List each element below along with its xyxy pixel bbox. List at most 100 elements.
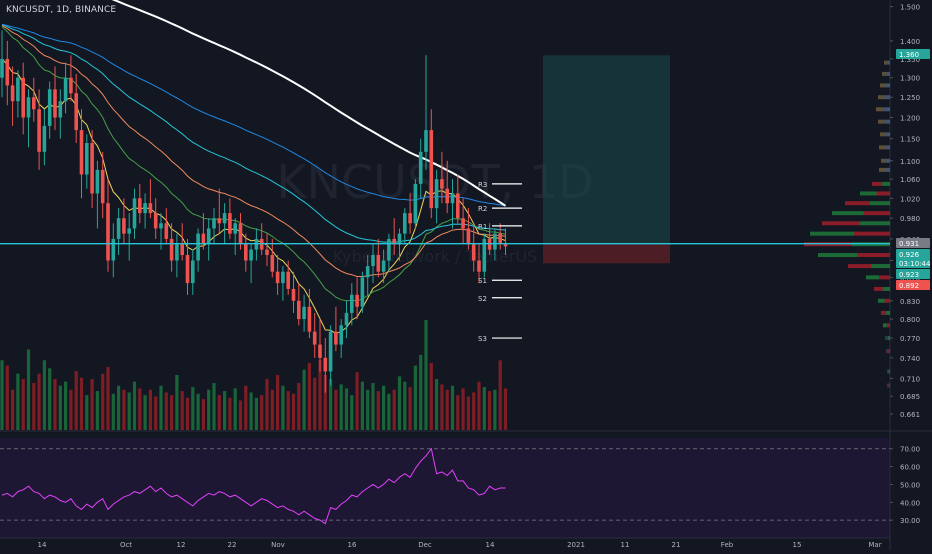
time-tick-label: 15 [793, 541, 802, 549]
volume-profile-bar [832, 211, 864, 216]
volume-bar [297, 383, 301, 430]
volume-bar [170, 395, 174, 430]
volume-profile-bar [876, 107, 884, 112]
volume-profile-bar [860, 191, 877, 196]
pivot-label: R1 [478, 223, 487, 231]
volume-bar [5, 365, 9, 430]
price-tick-label: 1.250 [900, 94, 920, 102]
candle-body [26, 97, 31, 118]
volume-profile-bar [872, 181, 882, 186]
candle-body [111, 238, 116, 261]
time-tick-label: Feb [721, 541, 734, 549]
volume-bar [37, 373, 41, 430]
volume-profile-bar [871, 264, 890, 269]
volume-profile-bar [885, 158, 890, 163]
candle-body [122, 218, 126, 234]
pivot-label: R2 [478, 205, 487, 213]
candle-body [175, 244, 179, 261]
volume-bar [159, 385, 163, 430]
volume-profile-bar [884, 95, 890, 100]
candle-body [106, 203, 110, 261]
candle-body [350, 294, 354, 313]
rsi-pane-background [0, 438, 890, 538]
volume-bar [488, 391, 492, 430]
candle-body [85, 143, 89, 175]
volume-bar [440, 384, 444, 430]
candle-body [249, 249, 253, 261]
volume-bar [498, 360, 502, 430]
candle-body [10, 85, 15, 102]
candle-body [42, 125, 47, 152]
candle-body [127, 228, 131, 234]
price-badge-label: 1.360 [899, 51, 919, 59]
candle-body [503, 244, 508, 247]
price-badge-label: 03:10:44 [899, 260, 931, 268]
candle-body [450, 193, 455, 204]
volume-bar [397, 376, 402, 430]
volume-profile-bar [863, 211, 890, 216]
candle-body [360, 277, 365, 307]
candle-body [466, 228, 471, 245]
price-badge [896, 238, 930, 248]
volume-bar [334, 389, 338, 430]
candle-body [95, 169, 100, 194]
volume-bar [344, 388, 349, 430]
time-tick-label: 12 [177, 541, 186, 549]
volume-bar [122, 389, 126, 430]
candle-body [206, 228, 211, 245]
volume-profile-bar [885, 132, 890, 137]
price-tick-label: 1.060 [900, 176, 920, 184]
candle-body [132, 198, 137, 229]
volume-profile-bar [881, 181, 890, 186]
candle-body [238, 223, 243, 245]
volume-bar [376, 391, 380, 430]
pivot-label: S2 [478, 295, 487, 303]
candle-body [424, 130, 428, 152]
volume-bar [64, 381, 68, 430]
volume-profile-bar [883, 323, 887, 328]
candle-body [100, 169, 105, 204]
price-badge [896, 280, 930, 290]
candle-body [153, 213, 158, 229]
volume-profile-bar [882, 71, 887, 76]
pivot-label: S1 [478, 277, 487, 285]
candle-body [286, 271, 290, 289]
candle-body [355, 294, 359, 307]
candle-body [5, 58, 10, 86]
candle-body [212, 218, 216, 229]
ema-line-orange [1, 24, 506, 277]
candle-body [482, 238, 487, 272]
time-tick-label: Oct [120, 541, 132, 549]
candle-body [222, 213, 227, 224]
volume-profile-bar [881, 310, 886, 315]
volume-bar [450, 385, 455, 430]
volume-bar [132, 381, 137, 430]
ema-line-blue [1, 23, 506, 207]
candle-body [21, 77, 25, 118]
volume-profile-bar [879, 145, 886, 150]
volume-bar [318, 360, 322, 430]
volume-bar [217, 395, 221, 430]
volume-bar [260, 395, 264, 430]
volume-profile-bar [845, 201, 870, 206]
candle-body [392, 238, 396, 245]
volume-bar [11, 389, 15, 430]
volume-profile-bar [822, 221, 860, 226]
candle-body [185, 255, 190, 284]
candle-body [16, 77, 20, 102]
candle-body [244, 244, 248, 261]
volume-bar [281, 385, 285, 430]
candle-body [270, 255, 275, 272]
ema-line-yellow [1, 58, 506, 335]
volume-profile-bar [818, 253, 858, 258]
time-tick-label: Dec [418, 541, 432, 549]
price-tick-label: 0.661 [900, 411, 920, 419]
volume-bar [85, 395, 89, 430]
volume-profile-bar [884, 119, 890, 124]
volume-bar [207, 389, 211, 430]
candle-body [312, 331, 317, 345]
candle-body [376, 255, 381, 272]
candle-body [307, 306, 312, 332]
